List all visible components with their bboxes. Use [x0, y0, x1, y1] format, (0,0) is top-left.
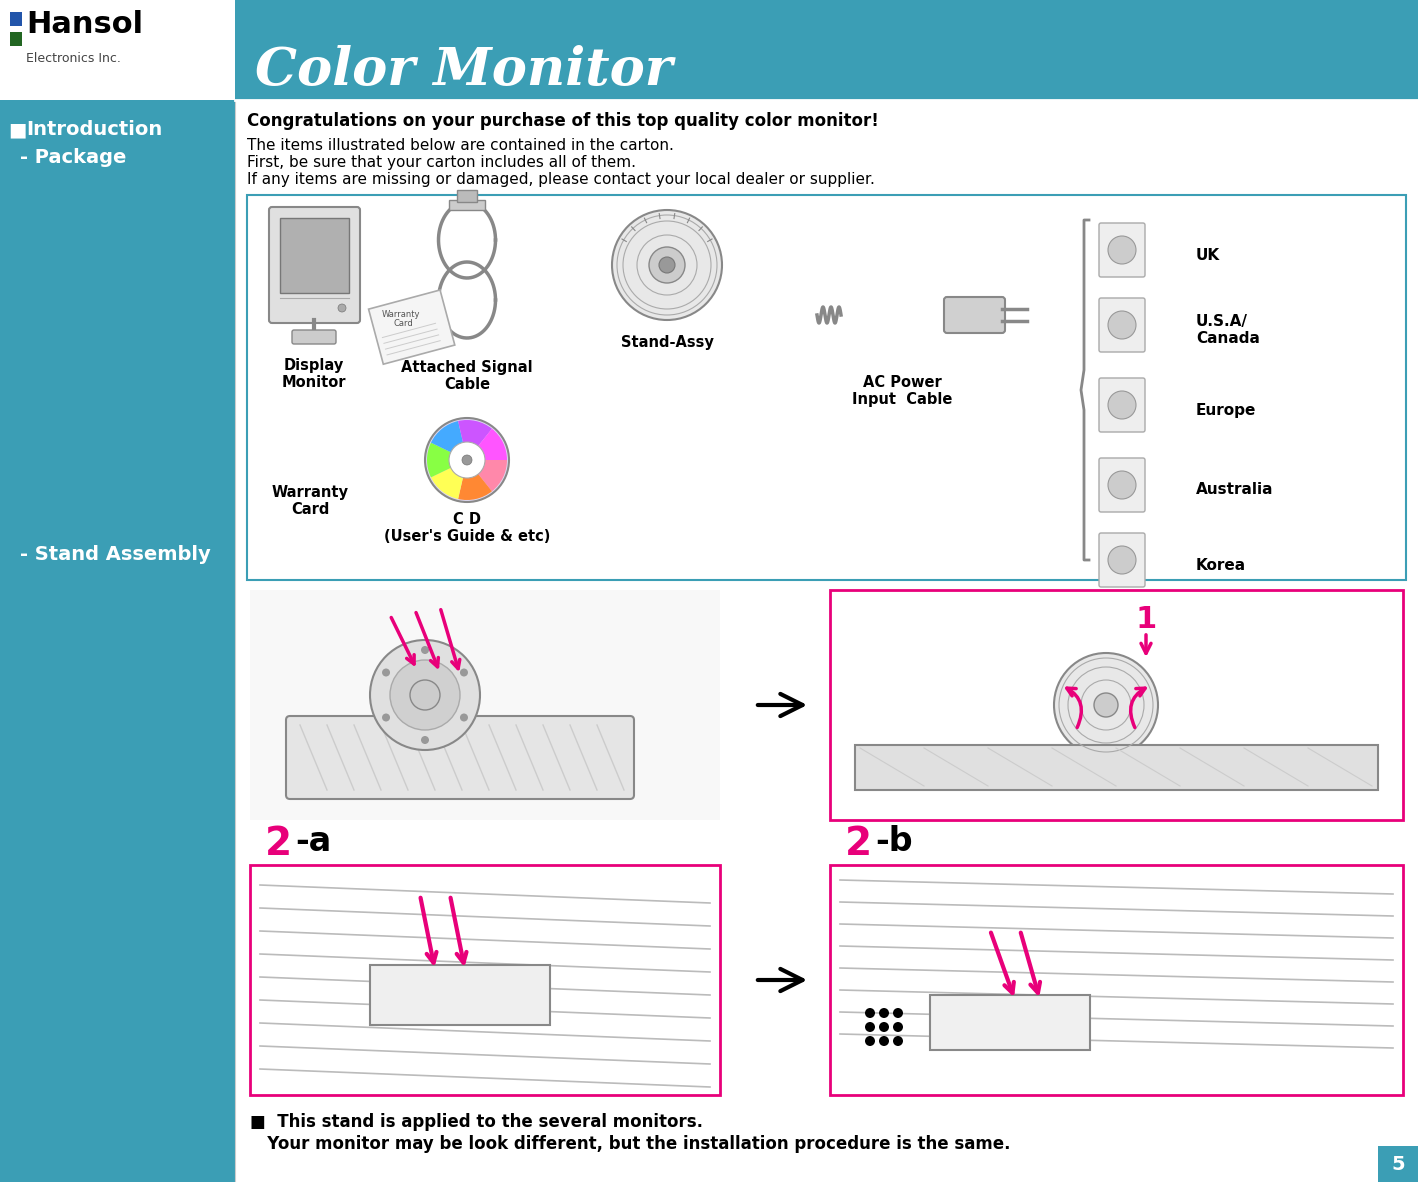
Wedge shape	[467, 460, 508, 492]
Circle shape	[865, 1022, 875, 1032]
FancyBboxPatch shape	[269, 207, 360, 323]
Text: Korea: Korea	[1195, 558, 1246, 572]
Text: The items illustrated below are contained in the carton.: The items illustrated below are containe…	[247, 138, 674, 152]
Bar	[247, 195, 1407, 580]
Text: 2: 2	[845, 825, 872, 863]
Text: U.S.A/
Canada: U.S.A/ Canada	[1195, 313, 1259, 346]
Circle shape	[1107, 546, 1136, 574]
FancyBboxPatch shape	[292, 330, 336, 344]
Bar	[235, 0, 1418, 100]
Text: -a: -a	[295, 825, 332, 858]
Circle shape	[390, 660, 459, 730]
Circle shape	[893, 1008, 903, 1018]
FancyBboxPatch shape	[1099, 457, 1144, 512]
Bar	[457, 190, 476, 202]
Wedge shape	[431, 421, 467, 460]
Text: Card: Card	[394, 319, 413, 329]
Circle shape	[649, 247, 685, 282]
Circle shape	[1107, 236, 1136, 264]
Text: Attached Signal
Cable: Attached Signal Cable	[401, 361, 533, 392]
Text: Congratulations on your purchase of this top quality color monitor!: Congratulations on your purchase of this…	[247, 112, 879, 130]
FancyBboxPatch shape	[1099, 533, 1144, 587]
Bar	[450, 200, 485, 210]
Bar	[1378, 1147, 1418, 1182]
Bar	[855, 745, 1378, 790]
Circle shape	[1107, 470, 1136, 499]
FancyBboxPatch shape	[1099, 298, 1144, 352]
Circle shape	[879, 1022, 889, 1032]
Circle shape	[337, 304, 346, 312]
Bar	[279, 217, 349, 293]
Bar	[0, 0, 235, 100]
Circle shape	[865, 1008, 875, 1018]
Text: - Package: - Package	[20, 148, 126, 167]
Circle shape	[879, 1035, 889, 1046]
Text: AC Power
Input  Cable: AC Power Input Cable	[852, 375, 953, 408]
Bar	[830, 590, 1402, 820]
Text: UK: UK	[1195, 247, 1219, 262]
Circle shape	[1107, 391, 1136, 418]
Circle shape	[421, 647, 430, 654]
Text: Your monitor may be look different, but the installation procedure is the same.: Your monitor may be look different, but …	[250, 1135, 1011, 1152]
Wedge shape	[458, 420, 492, 460]
Wedge shape	[458, 460, 492, 500]
Circle shape	[879, 1008, 889, 1018]
Wedge shape	[427, 442, 467, 478]
Circle shape	[613, 210, 722, 320]
Text: Introduction: Introduction	[26, 121, 162, 139]
Circle shape	[450, 442, 485, 478]
Circle shape	[381, 669, 390, 676]
Circle shape	[1107, 311, 1136, 339]
Text: C D
(User's Guide & etc): C D (User's Guide & etc)	[384, 512, 550, 545]
Circle shape	[459, 714, 468, 721]
Circle shape	[462, 455, 472, 465]
Text: If any items are missing or damaged, please contact your local dealer or supplie: If any items are missing or damaged, ple…	[247, 173, 875, 187]
Circle shape	[421, 736, 430, 743]
Text: -b: -b	[875, 825, 913, 858]
Text: ■  This stand is applied to the several monitors.: ■ This stand is applied to the several m…	[250, 1113, 703, 1131]
Circle shape	[893, 1035, 903, 1046]
Text: Warranty
Card: Warranty Card	[271, 485, 349, 518]
Bar	[10, 32, 23, 46]
Text: Electronics Inc.: Electronics Inc.	[26, 52, 121, 65]
Bar	[0, 100, 235, 1182]
Circle shape	[410, 680, 440, 710]
FancyBboxPatch shape	[286, 716, 634, 799]
Bar	[250, 865, 720, 1095]
Circle shape	[1054, 652, 1159, 756]
Bar	[10, 12, 23, 26]
FancyBboxPatch shape	[1099, 223, 1144, 277]
Text: Display
Monitor: Display Monitor	[282, 358, 346, 390]
Bar	[830, 865, 1402, 1095]
Wedge shape	[431, 460, 467, 499]
Text: ■: ■	[9, 121, 27, 139]
Text: 2: 2	[265, 825, 292, 863]
Circle shape	[370, 639, 481, 751]
Circle shape	[381, 714, 390, 721]
FancyBboxPatch shape	[1099, 378, 1144, 431]
Circle shape	[659, 256, 675, 273]
Bar	[930, 995, 1090, 1050]
Circle shape	[459, 669, 468, 676]
Text: 1: 1	[1136, 605, 1157, 634]
Text: Warranty: Warranty	[381, 310, 420, 319]
Text: - Stand Assembly: - Stand Assembly	[20, 545, 211, 564]
FancyBboxPatch shape	[369, 290, 455, 364]
Bar	[370, 965, 550, 1025]
Wedge shape	[467, 429, 508, 460]
Text: Color Monitor: Color Monitor	[255, 45, 672, 96]
Text: 5: 5	[1391, 1155, 1405, 1174]
Circle shape	[425, 418, 509, 502]
Circle shape	[865, 1035, 875, 1046]
Text: Hansol: Hansol	[26, 9, 143, 39]
FancyBboxPatch shape	[944, 297, 1005, 333]
Circle shape	[893, 1022, 903, 1032]
Text: First, be sure that your carton includes all of them.: First, be sure that your carton includes…	[247, 155, 637, 170]
Bar	[235, 100, 1418, 1182]
Text: Australia: Australia	[1195, 482, 1273, 498]
Text: Stand-Assy: Stand-Assy	[621, 335, 713, 350]
Bar	[250, 590, 720, 820]
Circle shape	[1095, 693, 1117, 717]
Text: Europe: Europe	[1195, 403, 1256, 417]
